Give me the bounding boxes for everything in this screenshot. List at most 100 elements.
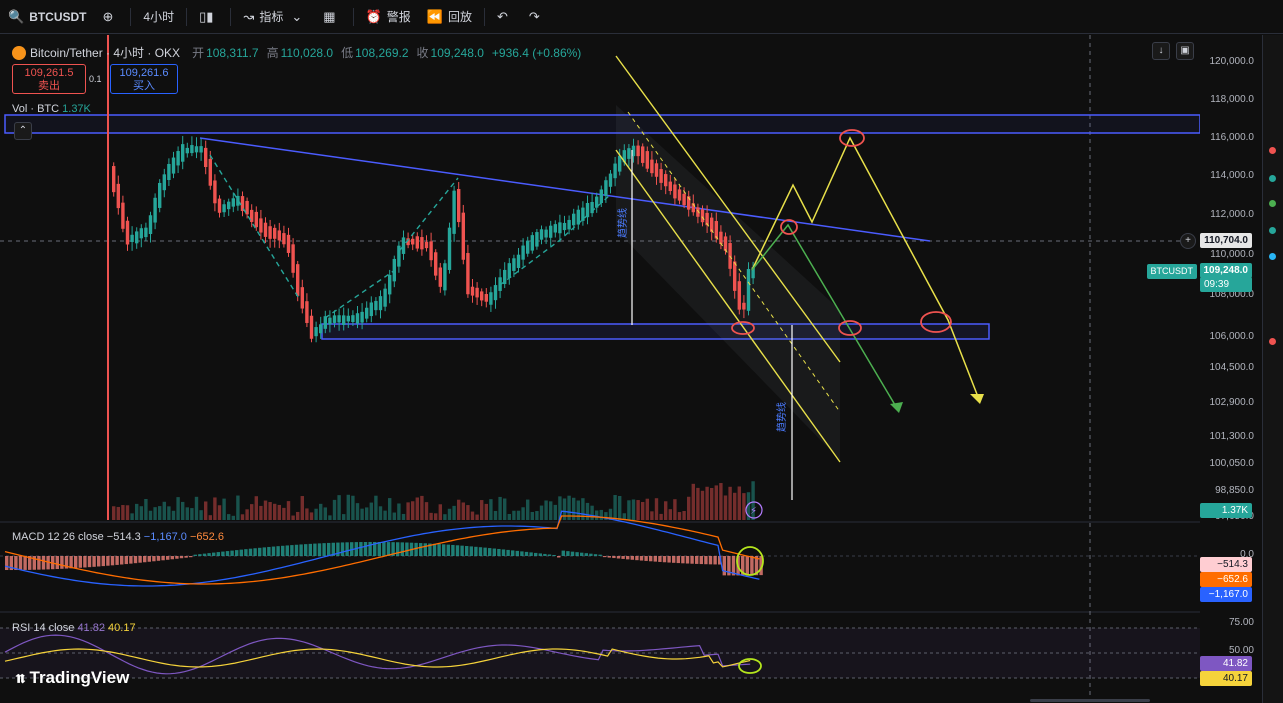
spread-value: 0.1 bbox=[89, 74, 102, 84]
trendline-blue[interactable] bbox=[199, 137, 931, 242]
volume-bar bbox=[489, 499, 493, 520]
resistance-zone[interactable] bbox=[4, 114, 1200, 134]
macd-histogram-bar bbox=[672, 556, 676, 563]
macd-legend[interactable]: MACD 12 26 close −514.3 −1,167.0 −652.6 bbox=[12, 531, 224, 543]
price-chart-canvas[interactable]: 趋势线 趋势线 ⚡ bbox=[0, 35, 1200, 703]
tradingview-logo[interactable]: 𝖓 TradingView bbox=[16, 668, 129, 688]
candle-body bbox=[535, 232, 539, 247]
collapse-button[interactable]: ⌃ bbox=[14, 122, 32, 140]
support-zone[interactable] bbox=[321, 323, 990, 340]
undo-button[interactable]: ↶ bbox=[489, 0, 521, 34]
watchlist-dot-icon bbox=[1269, 147, 1276, 154]
candle-body bbox=[567, 219, 571, 230]
candle-body bbox=[664, 174, 668, 187]
candle-body bbox=[641, 146, 645, 163]
macd-histogram-bar bbox=[603, 556, 607, 558]
volume-bar bbox=[526, 499, 530, 520]
lightning-icon[interactable] bbox=[745, 501, 763, 519]
macd-hist-value: −652.6 bbox=[189, 531, 224, 543]
candle-body bbox=[710, 217, 714, 232]
macd-histogram-bar bbox=[708, 556, 713, 565]
macd-histogram-bar bbox=[644, 556, 648, 561]
channel-shade bbox=[616, 105, 840, 460]
bearish-projection-path[interactable] bbox=[751, 223, 899, 411]
candle-body bbox=[576, 209, 580, 225]
replay-button[interactable]: ⏪ 回放 bbox=[419, 0, 480, 34]
indicators-button[interactable]: ↝ 指标 ⌄ bbox=[235, 0, 315, 34]
macd-histogram-bar bbox=[492, 548, 496, 556]
series-title[interactable]: Bitcoin/Tether · 4小时 · OKX bbox=[30, 46, 181, 60]
candle-body bbox=[714, 221, 718, 239]
fullscreen-button[interactable]: ▣ bbox=[1176, 42, 1194, 60]
macd-histogram-bar bbox=[699, 556, 703, 565]
volume-bar bbox=[346, 494, 350, 520]
volume-bar bbox=[240, 514, 245, 520]
target-circle bbox=[838, 320, 862, 336]
buy-button[interactable]: 109,261.6 买入 bbox=[110, 64, 178, 94]
compare-button[interactable]: ⊕ bbox=[95, 0, 127, 34]
macd-histogram-bar bbox=[759, 556, 763, 576]
candle-body bbox=[424, 241, 429, 249]
volume-bar bbox=[222, 498, 226, 520]
bullish-projection-path[interactable] bbox=[751, 136, 981, 403]
macd-histogram-bar bbox=[258, 547, 262, 556]
volume-bar bbox=[599, 509, 603, 520]
volume-bar bbox=[424, 502, 429, 520]
macd-histogram-bar bbox=[170, 556, 174, 560]
price-tick: 106,000.0 bbox=[1209, 331, 1255, 342]
macd-histogram-bar bbox=[267, 546, 271, 556]
candle-body bbox=[696, 207, 700, 217]
candle-body bbox=[208, 158, 212, 186]
volume-bar bbox=[213, 497, 217, 520]
volume-legend[interactable]: Vol · BTC 1.37K bbox=[12, 103, 91, 115]
candle-body bbox=[236, 195, 240, 206]
channel-line-lower[interactable] bbox=[615, 149, 841, 463]
price-tick: 114,000.0 bbox=[1210, 170, 1254, 181]
volume-bar bbox=[618, 495, 622, 520]
macd-histogram-bar bbox=[124, 556, 128, 565]
sell-button[interactable]: 109,261.5 卖出 bbox=[12, 64, 86, 94]
macd-histogram-bar bbox=[253, 548, 257, 556]
candle-body bbox=[342, 315, 346, 325]
time-scrollbar[interactable] bbox=[1030, 699, 1150, 702]
volume-bar bbox=[148, 510, 153, 520]
symbol-search[interactable]: 🔍 BTCUSDT bbox=[0, 0, 95, 34]
candle-body bbox=[746, 268, 751, 311]
right-sidebar[interactable] bbox=[1262, 35, 1283, 703]
macd-histogram-bar bbox=[474, 546, 478, 556]
rsi-legend[interactable]: RSI 14 close 41.82 40.17 bbox=[12, 622, 136, 634]
redo-button[interactable]: ↷ bbox=[521, 0, 553, 34]
layout-button[interactable]: ▦ bbox=[315, 0, 348, 34]
channel-line-upper[interactable] bbox=[615, 55, 841, 363]
candle-body bbox=[323, 316, 327, 329]
interval-button[interactable]: 4小时 bbox=[135, 0, 182, 34]
close-value: 109,248.0 bbox=[430, 45, 484, 60]
candle-body bbox=[645, 151, 649, 169]
macd-histogram-bar bbox=[612, 556, 616, 559]
macd-histogram-bar bbox=[469, 546, 473, 556]
download-button[interactable]: ↓ bbox=[1152, 42, 1170, 60]
macd-histogram-bar bbox=[87, 556, 92, 568]
price-tick: 98,850.0 bbox=[1215, 485, 1254, 496]
sell-price: 109,261.5 bbox=[24, 67, 74, 79]
macd-histogram-bar bbox=[331, 542, 335, 556]
price-axis[interactable]: 120,000.0 118,000.0 116,000.0 114,000.0 … bbox=[1200, 35, 1262, 703]
candle-body bbox=[719, 231, 723, 245]
low-key: 低 bbox=[341, 46, 354, 60]
add-alert-button[interactable]: + bbox=[1180, 233, 1196, 249]
macd-histogram-bar bbox=[152, 556, 156, 562]
macd-histogram-bar bbox=[658, 556, 662, 562]
candle-body bbox=[162, 174, 166, 191]
macd-histogram-bar bbox=[9, 556, 13, 571]
alert-button[interactable]: ⏰ 警报 bbox=[358, 0, 419, 34]
candle-body bbox=[558, 222, 562, 234]
candle-body bbox=[130, 234, 134, 243]
candle-body bbox=[259, 218, 263, 233]
macd-histogram-bar bbox=[313, 543, 317, 556]
macd-histogram-bar bbox=[37, 556, 41, 570]
volume-bar bbox=[746, 492, 751, 520]
chart-type-button[interactable]: ▯▮ bbox=[191, 0, 226, 34]
volume-bar bbox=[112, 506, 116, 520]
volume-bar bbox=[342, 514, 346, 520]
price-tick: 112,000.0 bbox=[1210, 209, 1254, 220]
